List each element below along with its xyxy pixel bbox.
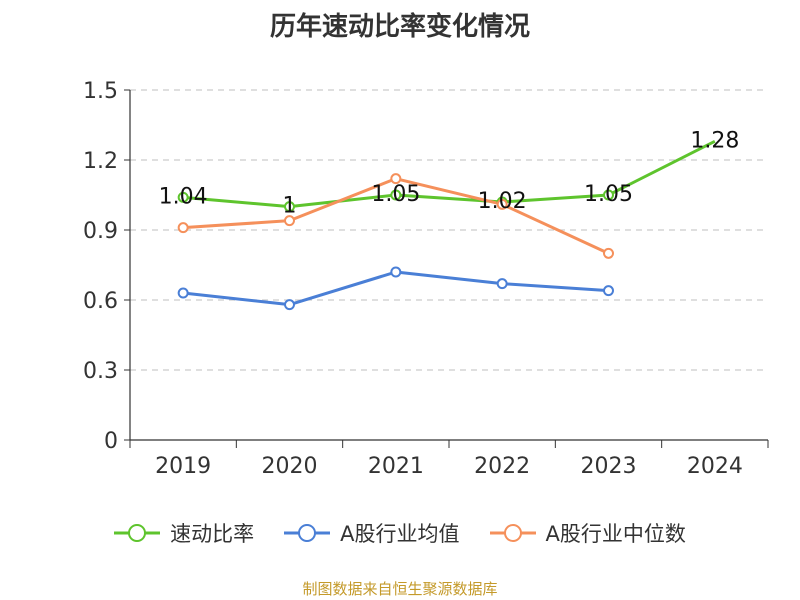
- data-labels: 1.04 1 1.05 1.02 1.05 1.28: [159, 128, 740, 218]
- series-0-point-2020: [284, 201, 295, 213]
- source-note: 制图数据来自恒生聚源数据库: [302, 580, 498, 598]
- data-label-2023: 1.05: [584, 182, 633, 207]
- series-2-point-2020: [284, 215, 295, 227]
- data-label-2020: 1: [283, 194, 297, 219]
- series-0-point-2019: [177, 191, 189, 203]
- data-label-2024: 1.28: [690, 128, 739, 153]
- legend-line-circle-icon: [284, 524, 331, 542]
- y-axis-ticks: 0 0.3 0.6 0.9 1.2 1.5: [83, 79, 118, 454]
- legend-label: A股行业均值: [340, 522, 460, 546]
- chart-title: 历年速动比率变化情况: [269, 12, 530, 42]
- y-tick-label: 1.5: [83, 79, 118, 104]
- y-tick-label: 0.3: [83, 359, 118, 384]
- data-label-2022: 1.02: [478, 189, 527, 214]
- series-1-point-2021: [390, 266, 402, 278]
- x-tick-label-2024: 2024: [687, 454, 743, 479]
- x-tick-label-2023: 2023: [581, 454, 637, 479]
- grid-lines: [130, 89, 768, 371]
- legend-label: A股行业中位数: [545, 522, 686, 546]
- legend-label: 速动比率: [170, 522, 255, 546]
- series-line-0: [183, 139, 716, 209]
- legend-item-2[interactable]: A股行业中位数: [489, 518, 686, 548]
- series-1-point-2019: [177, 287, 189, 299]
- series-1-point-2022: [496, 278, 508, 290]
- series-2-point-2019: [177, 222, 189, 234]
- x-tick-label-2020: 2020: [262, 454, 318, 479]
- legend-item-0[interactable]: 速动比率: [114, 518, 254, 548]
- y-tick-label: 0: [104, 429, 118, 454]
- axes: [124, 89, 769, 448]
- y-tick-label: 1.2: [83, 149, 118, 174]
- legend: 速动比率 A股行业均值 A股行业中位数: [0, 518, 800, 548]
- data-label-2019: 1.04: [159, 184, 208, 209]
- legend-line-circle-icon: [114, 524, 161, 542]
- series-0-point-2023: [603, 189, 614, 201]
- legend-item-1[interactable]: A股行业均值: [284, 518, 460, 548]
- x-tick-label-2019: 2019: [155, 454, 211, 479]
- series-2-point-2023: [603, 247, 614, 259]
- series-layer: [177, 139, 716, 311]
- series-0-point-2021: [390, 189, 402, 201]
- series-1-point-2023: [603, 285, 614, 297]
- y-tick-label: 0.9: [83, 219, 118, 244]
- y-tick-label: 0.6: [83, 289, 118, 314]
- series-2-point-2022: [496, 198, 508, 210]
- series-2-point-2021: [390, 173, 402, 185]
- data-label-2021: 1.05: [371, 182, 420, 207]
- x-axis-ticks: 2019 2020 2021 2022 2023 2024: [155, 454, 743, 479]
- series-1-point-2020: [284, 299, 295, 311]
- x-tick-label-2021: 2021: [368, 454, 424, 479]
- legend-line-circle-icon: [489, 524, 536, 542]
- x-tick-label-2022: 2022: [474, 454, 530, 479]
